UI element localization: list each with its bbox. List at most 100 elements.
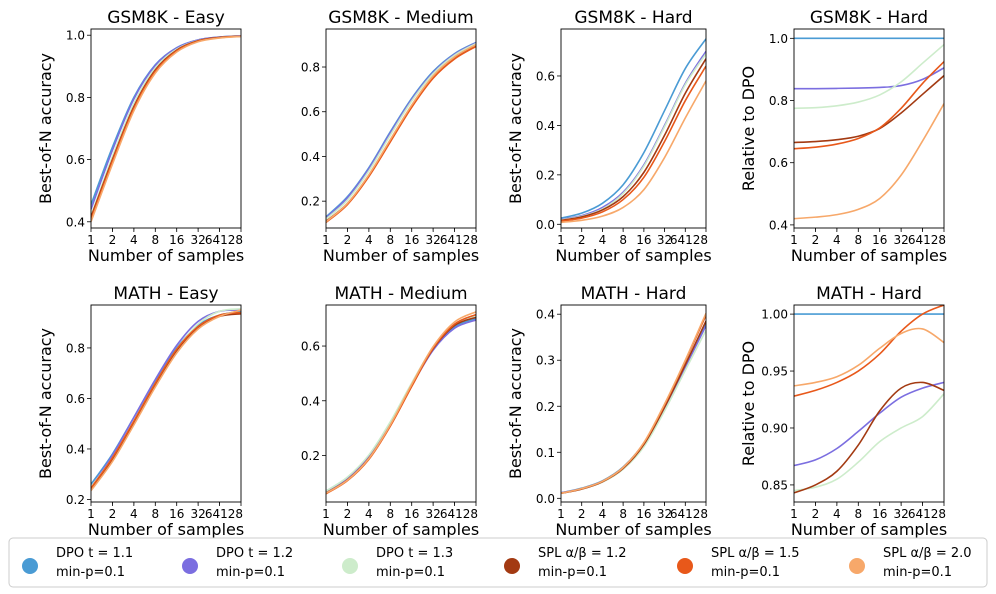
series-line-2 bbox=[561, 50, 706, 221]
panel-title: GSM8K - Hard bbox=[810, 8, 928, 28]
x-tick-label: 32 bbox=[191, 233, 206, 247]
x-tick-label: 8 bbox=[386, 507, 394, 521]
y-tick-label: 0.6 bbox=[769, 156, 788, 170]
legend-marker bbox=[342, 558, 358, 574]
legend-sublabel: min-p=0.1 bbox=[216, 565, 285, 580]
panel-6: 1 2 4 8 16 32 64128 0.2 0.4 0.6 MATH - Medium Numbe… bbox=[301, 284, 479, 539]
y-axis-label: Best-of-N accuracy bbox=[506, 53, 525, 204]
x-tick-label: 2 bbox=[344, 507, 352, 521]
axes-frame bbox=[325, 304, 477, 503]
series-group bbox=[794, 305, 944, 494]
y-axis-label: Best-of-N accuracy bbox=[506, 328, 525, 479]
series-line-5 bbox=[91, 35, 241, 220]
y-tick-label: 1.0 bbox=[66, 29, 85, 43]
series-line-3 bbox=[561, 53, 706, 221]
y-tick-label: 0.2 bbox=[536, 400, 555, 414]
series-line-2 bbox=[794, 67, 944, 90]
legend-label: DPO t = 1.3 bbox=[376, 546, 453, 561]
panel-title: MATH - Medium bbox=[334, 284, 467, 304]
x-tick-label: 2 bbox=[109, 507, 117, 521]
series-line-5 bbox=[561, 65, 706, 222]
y-axis-label: Relative to DPO bbox=[739, 341, 758, 466]
series-group bbox=[326, 41, 476, 224]
x-tick-label: 2 bbox=[344, 233, 352, 247]
series-group bbox=[326, 311, 476, 495]
x-tick-label: 2 bbox=[578, 507, 586, 521]
x-tick-label: 4 bbox=[833, 233, 841, 247]
y-tick-label: 0.2 bbox=[301, 449, 320, 463]
x-axis-label: Number of samples bbox=[555, 520, 711, 539]
series-line-4 bbox=[91, 313, 241, 490]
legend-label: SPL α/β = 1.2 bbox=[538, 546, 627, 561]
y-axis-label: Relative to DPO bbox=[739, 66, 758, 191]
y-tick-label: 0.8 bbox=[66, 91, 85, 105]
axes-frame bbox=[793, 28, 945, 229]
x-tick-label: 64128 bbox=[205, 233, 243, 247]
x-tick-label: 32 bbox=[894, 233, 909, 247]
x-tick-label: 2 bbox=[812, 233, 820, 247]
x-axis-label: Number of samples bbox=[323, 520, 479, 539]
x-tick-label: 8 bbox=[386, 233, 394, 247]
series-group bbox=[561, 38, 706, 224]
legend-entry-5: SPL α/β = 1.5 min-p=0.1 bbox=[677, 546, 800, 580]
panel-8: 1 2 4 8 16 32 64128 0.85 0.90 0.95 1.00 MATH - Hard… bbox=[739, 284, 947, 539]
x-tick-label: 64128 bbox=[440, 233, 478, 247]
x-tick-label: 1 bbox=[790, 233, 798, 247]
panel-title: MATH - Hard bbox=[816, 284, 922, 304]
x-tick-label: 1 bbox=[322, 233, 330, 247]
y-tick-label: 1.00 bbox=[761, 308, 788, 322]
series-line-3 bbox=[794, 393, 944, 492]
x-tick-label: 32 bbox=[191, 507, 206, 521]
series-line-5 bbox=[794, 305, 944, 397]
x-tick-label: 32 bbox=[426, 507, 441, 521]
legend-sublabel: min-p=0.1 bbox=[538, 565, 607, 580]
y-tick-label: 0.2 bbox=[66, 493, 85, 507]
x-tick-label: 4 bbox=[365, 507, 373, 521]
legend-label: DPO t = 1.2 bbox=[216, 546, 293, 561]
x-tick-label: 32 bbox=[657, 507, 672, 521]
legend-entry-1: DPO t = 1.1 min-p=0.1 bbox=[22, 546, 133, 580]
x-axis-label: Number of samples bbox=[323, 246, 479, 265]
series-line-6 bbox=[794, 327, 944, 387]
series-line-6 bbox=[326, 43, 476, 223]
x-tick-label: 1 bbox=[87, 507, 95, 521]
legend-sublabel: min-p=0.1 bbox=[376, 565, 445, 580]
x-axis-label: Number of samples bbox=[555, 246, 711, 265]
y-tick-label: 0.2 bbox=[536, 168, 555, 182]
y-tick-label: 0.4 bbox=[536, 119, 555, 133]
x-tick-label: 4 bbox=[130, 507, 138, 521]
series-line-6 bbox=[561, 80, 706, 224]
x-axis-label: Number of samples bbox=[88, 520, 244, 539]
legend-sublabel: min-p=0.1 bbox=[883, 565, 952, 580]
series-group bbox=[794, 37, 944, 220]
x-tick-label: 64128 bbox=[908, 233, 946, 247]
series-group bbox=[91, 35, 241, 223]
legend-marker bbox=[849, 558, 865, 574]
x-tick-label: 2 bbox=[578, 233, 586, 247]
series-line-3 bbox=[561, 329, 706, 495]
series-line-1 bbox=[561, 38, 706, 219]
series-group bbox=[561, 312, 706, 495]
legend-entry-2: DPO t = 1.2 min-p=0.1 bbox=[182, 546, 293, 580]
legend-marker bbox=[182, 558, 198, 574]
y-tick-label: 0.6 bbox=[301, 105, 320, 119]
series-line-2 bbox=[794, 381, 944, 467]
y-tick-label: 0.90 bbox=[761, 421, 788, 435]
series-line-4 bbox=[794, 381, 944, 494]
y-tick-label: 0.6 bbox=[301, 340, 320, 354]
panel-title: GSM8K - Hard bbox=[574, 8, 692, 28]
axes-frame bbox=[560, 304, 707, 503]
x-tick-label: 8 bbox=[854, 507, 862, 521]
y-tick-label: 0.8 bbox=[301, 61, 320, 75]
x-tick-label: 4 bbox=[599, 233, 607, 247]
series-line-3 bbox=[794, 43, 944, 110]
series-line-3 bbox=[91, 35, 241, 216]
y-tick-label: 0.4 bbox=[301, 394, 320, 408]
legend-sublabel: min-p=0.1 bbox=[56, 565, 125, 580]
x-tick-label: 16 bbox=[872, 507, 887, 521]
x-tick-label: 8 bbox=[619, 233, 627, 247]
x-axis-label: Number of samples bbox=[88, 246, 244, 265]
